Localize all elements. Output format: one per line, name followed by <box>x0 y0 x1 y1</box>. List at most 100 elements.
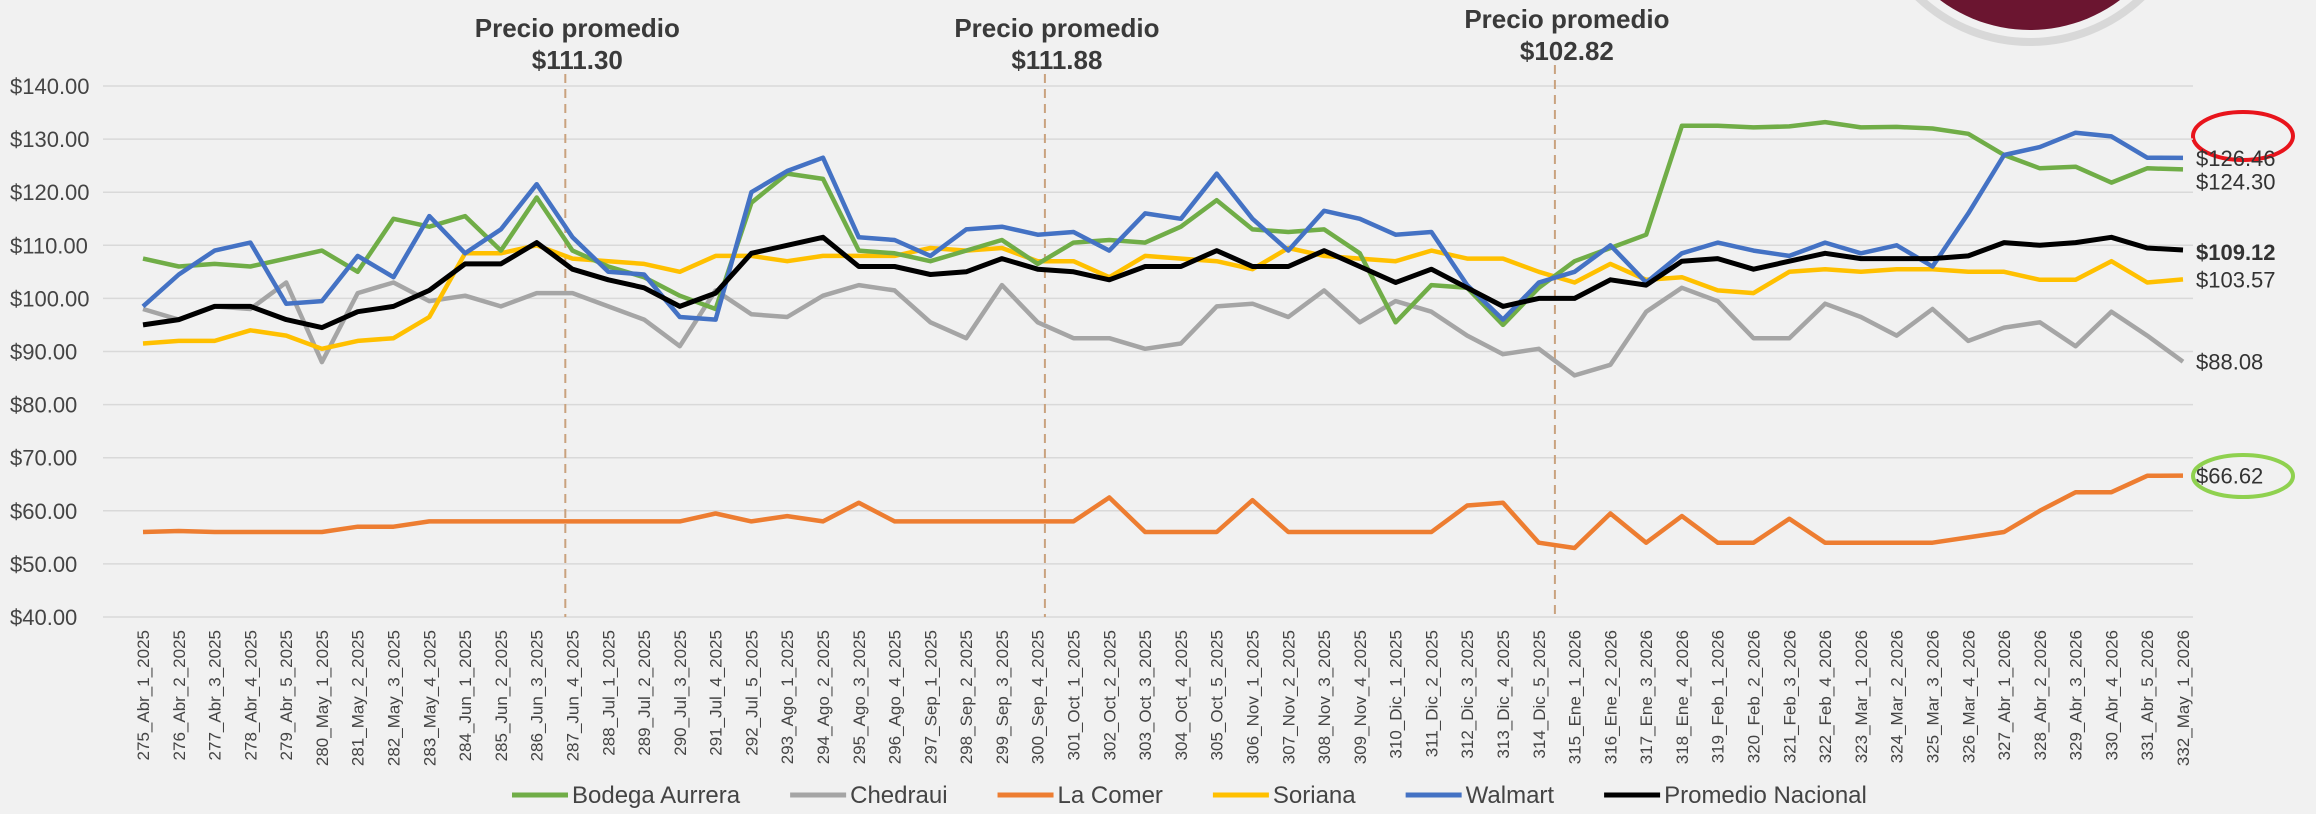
x-tick-label: 280_May_1_2025 <box>313 630 332 766</box>
end-label: $126.46 <box>2196 146 2276 171</box>
x-tick-label: 305_Oct_5_2025 <box>1208 630 1227 760</box>
annotation-title: Precio promedio <box>475 13 680 43</box>
x-tick-label: 310_Dic_1_2025 <box>1387 630 1406 759</box>
x-tick-label: 324_Mar_2_2026 <box>1888 630 1907 763</box>
y-tick-label: $70.00 <box>10 446 77 471</box>
x-tick-label: 278_Abr_4_2025 <box>241 630 260 760</box>
x-tick-label: 289_Jul_2_2025 <box>635 630 654 756</box>
legend-label: Walmart <box>1466 782 1555 809</box>
series-line <box>142 280 2185 378</box>
x-tick-label: 327_Abr_1_2026 <box>1995 630 2014 760</box>
y-tick-label: $50.00 <box>10 552 77 577</box>
legend-label: Bodega Aurrera <box>572 782 741 809</box>
x-tick-label: 316_Ene_2_2026 <box>1601 630 1620 764</box>
y-tick-label: $140.00 <box>10 74 90 99</box>
x-tick-label: 328_Abr_2_2026 <box>2031 630 2050 760</box>
end-label: $103.57 <box>2196 267 2276 292</box>
x-tick-label: 315_Ene_1_2026 <box>1566 630 1585 764</box>
annotation-value: $102.82 <box>1520 36 1614 66</box>
x-tick-label: 282_May_3_2025 <box>385 630 404 766</box>
x-tick-label: 285_Jun_2_2025 <box>492 630 511 761</box>
x-tick-label: 307_Nov_2_2025 <box>1279 630 1298 764</box>
x-tick-label: 303_Oct_3_2025 <box>1136 630 1155 760</box>
end-label: $109.12 <box>2196 240 2276 265</box>
x-tick-label: 288_Jul_1_2025 <box>599 630 618 756</box>
series-line <box>141 130 2184 322</box>
y-tick-label: $120.00 <box>10 180 90 205</box>
x-tick-label: 298_Sep_2_2025 <box>957 630 976 764</box>
x-tick-label: 283_May_4_2025 <box>420 630 439 766</box>
x-tick-label: 276_Abr_2_2025 <box>170 630 189 760</box>
x-tick-label: 330_Abr_4_2026 <box>2102 630 2121 760</box>
x-tick-label: 308_Nov_3_2025 <box>1315 630 1334 764</box>
annotation-title: Precio promedio <box>954 13 1159 43</box>
x-tick-label: 320_Feb_2_2026 <box>1745 630 1764 763</box>
x-tick-label: 322_Feb_4_2026 <box>1816 630 1835 763</box>
x-tick-label: 292_Jul_5_2025 <box>742 630 761 756</box>
y-tick-label: $40.00 <box>10 605 77 630</box>
x-tick-label: 301_Oct_1_2025 <box>1065 630 1084 760</box>
x-tick-label: 323_Mar_1_2026 <box>1852 630 1871 763</box>
x-tick-label: 306_Nov_1_2025 <box>1243 630 1262 764</box>
x-tick-label: 290_Jul_3_2025 <box>671 630 690 756</box>
y-tick-label: $60.00 <box>10 499 77 524</box>
x-tick-label: 299_Sep_3_2025 <box>993 630 1012 764</box>
highlight-max <box>2191 110 2295 162</box>
logo-emblem <box>1940 0 2120 30</box>
grid <box>103 85 2193 618</box>
x-tick-label: 319_Feb_1_2026 <box>1709 630 1728 763</box>
highlight-min <box>2191 453 2295 499</box>
x-tick-label: 331_Abr_5_2026 <box>2138 630 2157 760</box>
x-tick-label: 326_Mar_4_2026 <box>1959 630 1978 763</box>
x-tick-label: 296_Ago_4_2025 <box>886 630 905 764</box>
x-tick-label: 294_Ago_2_2025 <box>814 630 833 764</box>
x-tick-label: 279_Abr_5_2025 <box>277 630 296 760</box>
x-tick-label: 302_Oct_2_2025 <box>1100 630 1119 760</box>
x-tick-label: 312_Dic_3_2025 <box>1458 630 1477 759</box>
end-label: $66.62 <box>2196 464 2263 489</box>
legend-label: Promedio Nacional <box>1664 782 1867 809</box>
legend-label: Soriana <box>1273 782 1356 809</box>
x-tick-label: 293_Ago_1_2025 <box>778 630 797 764</box>
x-tick-label: 321_Feb_3_2026 <box>1780 630 1799 763</box>
end-label: $124.30 <box>2196 169 2276 194</box>
x-tick-label: 317_Ene_3_2026 <box>1637 630 1656 764</box>
logo-ring <box>1915 0 2145 46</box>
annotation-value: $111.30 <box>532 45 623 75</box>
x-tick-label: 332_May_1_2026 <box>2174 630 2193 766</box>
annotation-value: $111.88 <box>1011 45 1102 75</box>
x-tick-label: 304_Oct_4_2025 <box>1172 630 1191 760</box>
x-tick-label: 281_May_2_2025 <box>349 630 368 766</box>
y-tick-label: $100.00 <box>10 286 90 311</box>
x-tick-label: 309_Nov_4_2025 <box>1351 630 1370 764</box>
series-line <box>142 473 2184 551</box>
legend-label: La Comer <box>1058 782 1163 809</box>
end-label: $88.08 <box>2196 350 2263 375</box>
series-line <box>142 234 2184 331</box>
x-tick-label: 325_Mar_3_2026 <box>1923 630 1942 763</box>
x-tick-label: 286_Jun_3_2025 <box>528 630 547 761</box>
x-tick-label: 287_Jun_4_2025 <box>563 630 582 761</box>
x-tick-label: 295_Ago_3_2025 <box>850 630 869 764</box>
y-tick-label: $90.00 <box>10 340 77 365</box>
x-tick-label: 314_Dic_5_2025 <box>1530 630 1549 759</box>
x-tick-label: 329_Abr_3_2026 <box>2067 630 2086 760</box>
x-tick-label: 277_Abr_3_2025 <box>206 630 225 760</box>
x-tick-label: 275_Abr_1_2025 <box>134 630 153 760</box>
x-tick-label: 297_Sep_1_2025 <box>921 630 940 764</box>
y-tick-label: $130.00 <box>10 127 90 152</box>
x-tick-label: 311_Dic_2_2025 <box>1422 630 1441 757</box>
series-line <box>142 243 2184 352</box>
x-tick-label: 291_Jul_4_2025 <box>707 630 726 756</box>
x-tick-label: 313_Dic_4_2025 <box>1494 630 1513 759</box>
legend-label: Chedraui <box>850 782 947 809</box>
y-tick-label: $80.00 <box>10 393 77 418</box>
annotation-title: Precio promedio <box>1464 4 1669 34</box>
x-tick-label: 284_Jun_1_2025 <box>456 630 475 761</box>
series-line <box>142 119 2184 328</box>
y-tick-label: $110.00 <box>10 233 88 258</box>
x-tick-label: 300_Sep_4_2025 <box>1029 630 1048 764</box>
x-tick-label: 318_Ene_4_2026 <box>1673 630 1692 764</box>
